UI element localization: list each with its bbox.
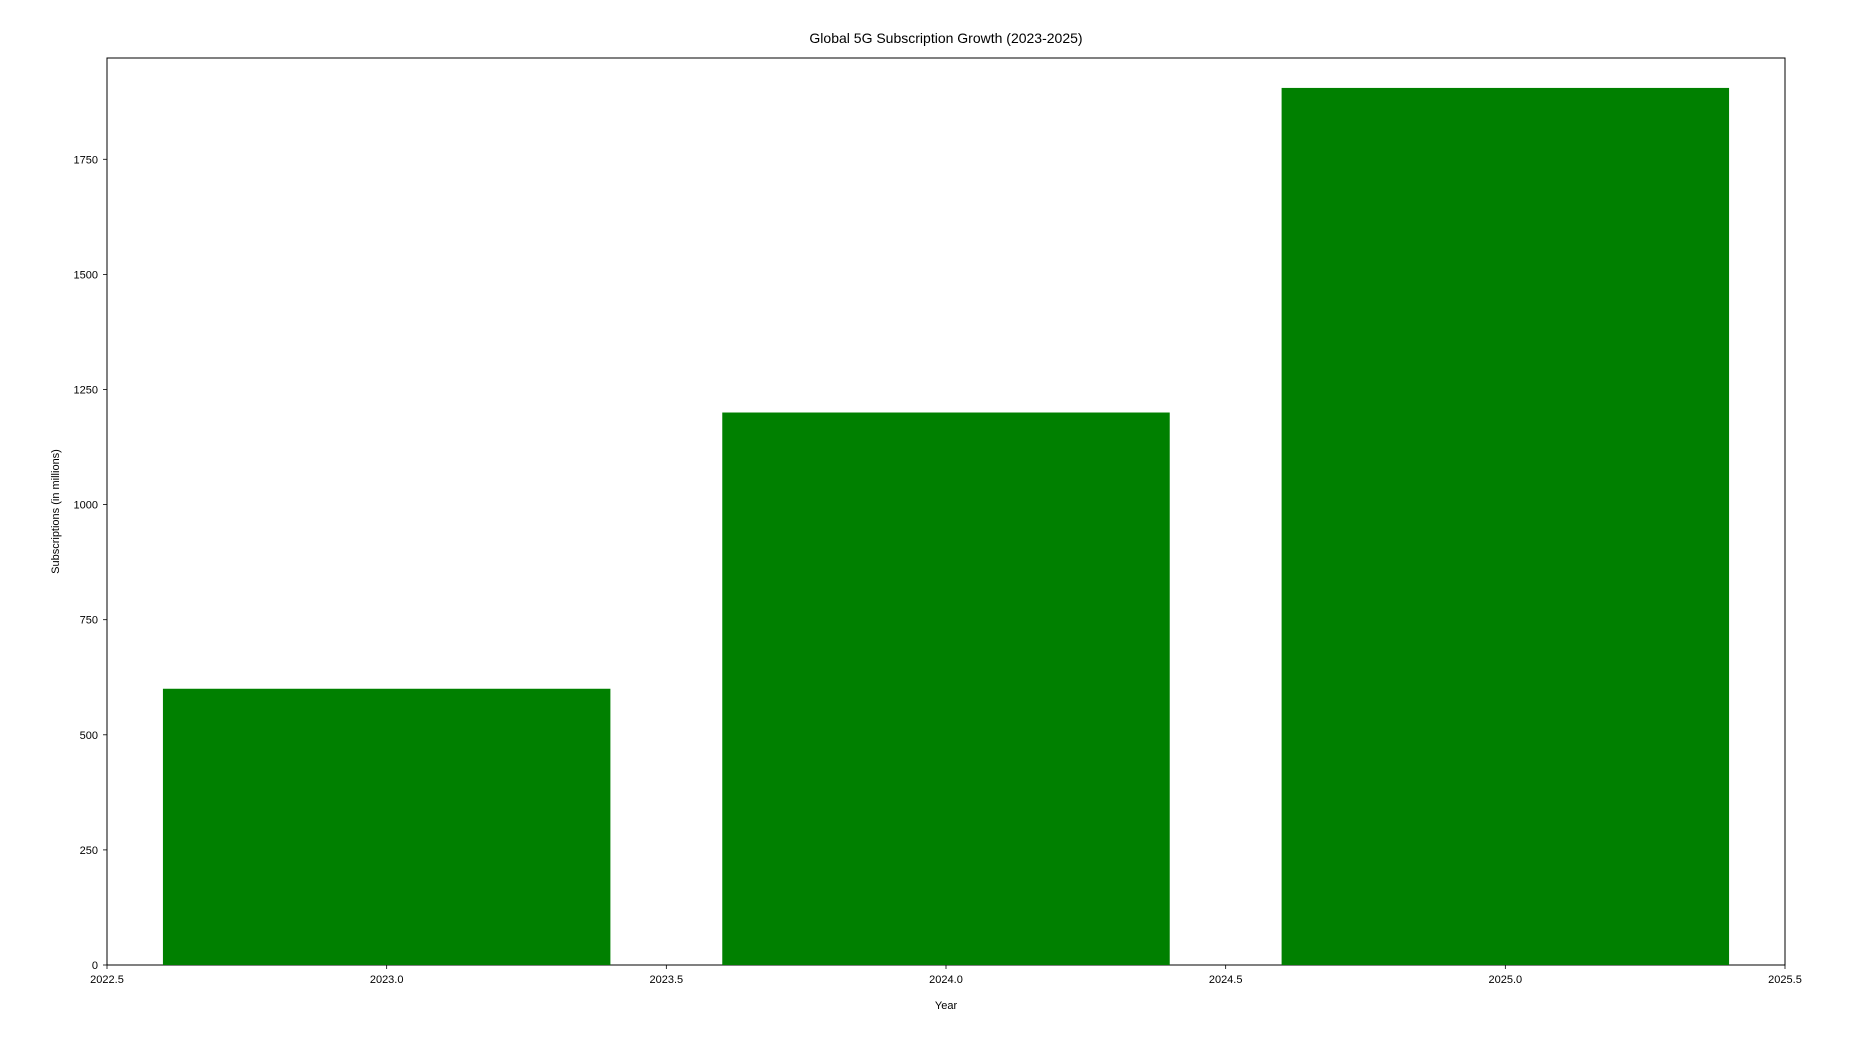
x-tick-label: 2022.5	[90, 974, 124, 986]
bar	[1282, 87, 1729, 964]
y-tick-label: 0	[92, 960, 98, 972]
x-tick-label: 2024.0	[929, 974, 963, 986]
y-tick-label: 1500	[74, 269, 98, 281]
y-tick-label: 750	[80, 614, 98, 626]
y-tick-label: 500	[80, 729, 98, 741]
x-tick-label: 2024.5	[1209, 974, 1243, 986]
x-tick-label: 2023.0	[370, 974, 404, 986]
y-axis-label: Subscriptions (in millions)	[50, 449, 62, 574]
bar	[163, 688, 610, 964]
chart-container: 2022.5 2023.0 2023.5 2024.0 2024.5 2025.0 2025…	[35, 23, 1815, 1028]
y-tick-label: 1000	[74, 499, 98, 511]
x-tick-label: 2025.5	[1768, 974, 1802, 986]
x-tick-label: 2023.5	[650, 974, 684, 986]
y-tick-label: 250	[80, 844, 98, 856]
bar	[722, 412, 1169, 964]
y-tick-label: 1750	[74, 154, 98, 166]
x-tick-label: 2025.0	[1489, 974, 1523, 986]
y-tick-label: 1250	[74, 384, 98, 396]
x-axis-label: Year	[935, 1000, 958, 1012]
bar-chart: 2022.5 2023.0 2023.5 2024.0 2024.5 2025.0 2025…	[35, 23, 1815, 1023]
chart-title: Global 5G Subscription Growth (2023-2025…	[809, 30, 1082, 46]
